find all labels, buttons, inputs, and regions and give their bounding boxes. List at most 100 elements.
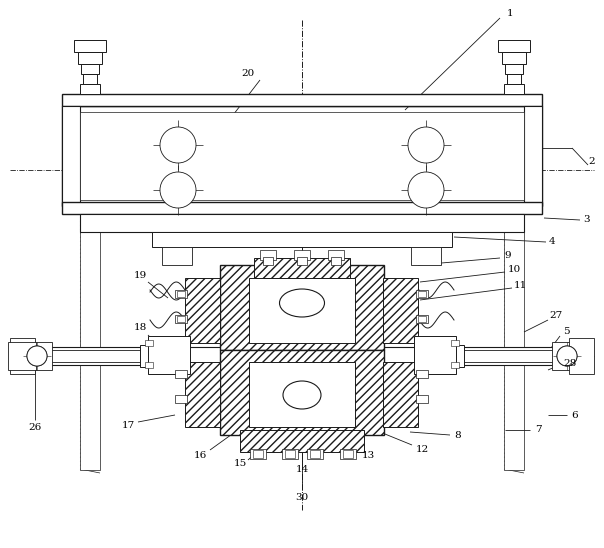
Bar bbox=[507, 74, 521, 84]
Bar bbox=[15, 350, 185, 362]
Text: 12: 12 bbox=[416, 446, 429, 454]
Text: 15: 15 bbox=[233, 460, 246, 469]
Bar bbox=[331, 257, 341, 265]
Text: 13: 13 bbox=[361, 450, 374, 460]
Bar bbox=[177, 316, 185, 322]
Bar bbox=[185, 278, 220, 343]
Bar bbox=[8, 342, 36, 370]
Circle shape bbox=[557, 346, 577, 366]
Bar bbox=[175, 370, 187, 378]
Bar bbox=[81, 64, 99, 74]
Text: 10: 10 bbox=[507, 265, 521, 273]
Text: 19: 19 bbox=[133, 271, 147, 279]
Text: 11: 11 bbox=[513, 281, 527, 289]
Bar bbox=[411, 247, 441, 265]
Bar bbox=[220, 265, 384, 350]
Bar bbox=[145, 340, 153, 346]
Text: 5: 5 bbox=[563, 328, 570, 336]
Bar bbox=[260, 250, 276, 260]
Bar bbox=[22, 342, 52, 370]
Bar bbox=[80, 214, 524, 232]
Bar bbox=[80, 84, 100, 94]
Bar bbox=[418, 291, 426, 297]
Text: 20: 20 bbox=[242, 68, 255, 77]
Bar bbox=[310, 450, 320, 458]
Bar bbox=[80, 112, 524, 200]
Text: 17: 17 bbox=[121, 420, 135, 430]
Bar bbox=[62, 106, 80, 206]
Bar bbox=[74, 40, 106, 52]
Circle shape bbox=[160, 127, 196, 163]
Bar bbox=[498, 40, 530, 52]
Bar bbox=[10, 338, 35, 374]
Bar bbox=[416, 290, 428, 298]
Bar bbox=[148, 336, 190, 374]
Bar bbox=[416, 370, 428, 378]
Circle shape bbox=[408, 127, 444, 163]
Bar bbox=[263, 257, 273, 265]
Bar bbox=[175, 395, 187, 403]
Bar bbox=[414, 336, 456, 374]
Circle shape bbox=[408, 172, 444, 208]
Text: 7: 7 bbox=[535, 425, 541, 435]
Text: 28: 28 bbox=[564, 359, 577, 368]
Bar bbox=[416, 345, 464, 367]
Bar bbox=[249, 362, 355, 427]
Bar bbox=[418, 316, 426, 322]
Bar bbox=[145, 362, 153, 368]
Bar bbox=[152, 232, 452, 247]
Bar bbox=[249, 278, 355, 343]
Bar bbox=[185, 362, 220, 427]
Bar bbox=[240, 430, 364, 452]
Bar bbox=[285, 450, 295, 458]
Bar bbox=[451, 340, 459, 346]
Text: 2: 2 bbox=[589, 157, 596, 167]
Bar bbox=[220, 350, 384, 435]
Text: 4: 4 bbox=[548, 237, 555, 247]
Text: 16: 16 bbox=[193, 450, 207, 460]
Circle shape bbox=[27, 346, 47, 366]
Bar bbox=[297, 257, 307, 265]
Bar bbox=[569, 338, 594, 374]
Text: 9: 9 bbox=[505, 250, 512, 260]
Text: 26: 26 bbox=[28, 424, 42, 432]
Bar bbox=[294, 250, 310, 260]
Text: 8: 8 bbox=[455, 431, 461, 439]
Bar bbox=[307, 449, 323, 459]
Bar bbox=[253, 450, 263, 458]
Bar bbox=[83, 74, 97, 84]
Bar bbox=[504, 84, 524, 94]
Bar bbox=[80, 185, 100, 470]
Bar bbox=[62, 202, 542, 214]
Bar bbox=[504, 185, 524, 470]
Circle shape bbox=[27, 346, 47, 366]
Bar bbox=[552, 342, 582, 370]
Text: 18: 18 bbox=[133, 323, 147, 333]
Text: 30: 30 bbox=[295, 494, 309, 503]
Bar bbox=[451, 362, 459, 368]
Bar bbox=[416, 395, 428, 403]
Bar bbox=[416, 315, 428, 323]
Bar bbox=[343, 450, 353, 458]
Bar bbox=[254, 258, 350, 278]
Circle shape bbox=[160, 172, 196, 208]
Bar bbox=[383, 362, 418, 427]
Circle shape bbox=[557, 346, 577, 366]
Text: 27: 27 bbox=[550, 311, 562, 321]
Bar bbox=[175, 315, 187, 323]
Bar bbox=[340, 449, 356, 459]
Text: 3: 3 bbox=[583, 215, 590, 225]
Bar bbox=[177, 291, 185, 297]
Bar bbox=[419, 350, 589, 362]
Text: 14: 14 bbox=[295, 465, 309, 475]
Text: 6: 6 bbox=[572, 410, 578, 420]
Bar bbox=[383, 278, 418, 343]
Bar bbox=[282, 449, 298, 459]
Bar bbox=[328, 250, 344, 260]
Bar bbox=[62, 106, 542, 206]
Text: 1: 1 bbox=[507, 9, 513, 19]
Bar bbox=[15, 347, 589, 365]
Bar bbox=[505, 64, 523, 74]
Bar bbox=[162, 247, 192, 265]
Bar bbox=[62, 94, 542, 106]
